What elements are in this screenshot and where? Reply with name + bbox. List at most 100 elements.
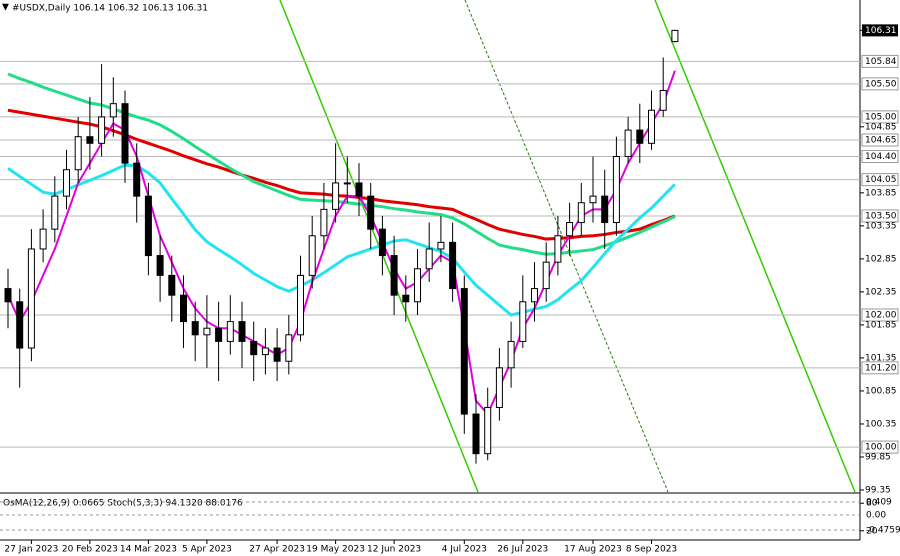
- level-label-box: [861, 110, 899, 124]
- y-tick-label: 105.50: [865, 79, 897, 89]
- candle-body: [589, 195, 597, 204]
- x-tick-label: 12 Jun 2023: [367, 545, 421, 555]
- candle-body: [367, 195, 375, 230]
- candle-body: [27, 248, 35, 349]
- indicator-tick-label: 0.00: [866, 510, 886, 520]
- y-tick-label: 99.85: [865, 452, 891, 462]
- indicator-title: OsMA(12,26,9) 0.0665 Stoch(5,3,3) 94.132…: [3, 499, 243, 509]
- candle-body: [156, 255, 164, 276]
- y-tick-label: 104.85: [865, 122, 897, 132]
- trend-line: [464, 0, 669, 493]
- level-label-box: [861, 77, 899, 91]
- candle-body: [425, 248, 433, 270]
- candle-body: [98, 116, 106, 144]
- candle-body: [74, 136, 82, 171]
- x-tick-label: 19 May 2023: [306, 545, 365, 555]
- candle-body: [168, 274, 176, 296]
- y-tick-label: 100.85: [865, 386, 897, 396]
- candle-body: [215, 327, 223, 342]
- candle-body: [86, 136, 94, 144]
- x-tick-label: 27 Jan 2023: [4, 545, 58, 555]
- y-tick-label: 99.35: [865, 486, 891, 496]
- x-tick-label: 17 Aug 2023: [564, 545, 622, 555]
- y-tick-label: 100.00: [865, 443, 897, 453]
- y-tick-label: 100.35: [865, 419, 897, 429]
- candle-body: [566, 222, 574, 237]
- candle-body: [273, 347, 281, 362]
- chart-title: #USDX,Daily 106.14 106.32 106.13 106.31: [12, 4, 208, 14]
- candle-body: [671, 29, 679, 43]
- level-label-box: [861, 209, 899, 223]
- candle-body: [484, 406, 492, 455]
- moving-average: [7, 72, 676, 256]
- y-tick-label: 106.31: [865, 26, 897, 36]
- x-tick-label: 27 Apr 2023: [249, 545, 305, 555]
- candle-body: [238, 321, 246, 342]
- x-tick-label: 5 Apr 2023: [182, 545, 232, 555]
- candle-body: [109, 103, 117, 118]
- candle-body: [133, 162, 141, 197]
- candle-body: [577, 202, 585, 224]
- y-tick-label: 104.05: [865, 175, 897, 185]
- candle-body: [414, 268, 421, 303]
- candle-body: [495, 367, 503, 408]
- y-tick-label: 103.50: [865, 211, 897, 221]
- candle-body: [250, 340, 258, 356]
- x-tick-label: 4 Jul 2023: [442, 545, 487, 555]
- candle-body: [531, 288, 538, 303]
- y-tick-label: 105.00: [865, 112, 897, 122]
- candle-body: [636, 129, 644, 144]
- candle-body: [601, 195, 609, 224]
- y-tick-label: 102.35: [865, 287, 897, 297]
- indicator-y2-tick-label: 20: [866, 526, 878, 536]
- candle-body: [507, 340, 515, 369]
- candle-body: [16, 301, 24, 349]
- candle-body: [39, 228, 47, 250]
- y-tick-label: 104.40: [865, 152, 897, 162]
- candle-body: [554, 235, 562, 263]
- candle-body: [449, 241, 457, 290]
- indicator-y2-tick-label: 80: [866, 499, 878, 509]
- candle-body: [542, 261, 550, 290]
- level-label-box: [861, 361, 899, 375]
- candle-body: [203, 327, 211, 336]
- y-tick-label: 101.85: [865, 320, 897, 330]
- candle-body: [402, 294, 410, 303]
- candle-body: [320, 208, 328, 237]
- y-tick-label: 102.00: [865, 311, 897, 321]
- x-tick-label: 14 Mar 2023: [120, 545, 177, 555]
- candle-body: [332, 182, 340, 210]
- candle-body: [63, 169, 70, 197]
- y-tick-label: 105.84: [865, 57, 897, 67]
- moving-average: [7, 108, 676, 241]
- x-tick-label: 8 Sep 2023: [626, 545, 677, 555]
- menu-arrow[interactable]: ▼: [2, 3, 9, 13]
- level-label-box: [861, 133, 899, 147]
- level-label-box: [861, 173, 899, 187]
- candle-body: [180, 294, 187, 323]
- y-tick-label: 103.35: [865, 221, 897, 231]
- y-tick-label: 102.85: [865, 254, 897, 264]
- candle-body: [390, 255, 398, 296]
- candle-body: [460, 288, 468, 415]
- x-tick-label: 26 Jul 2023: [497, 545, 548, 555]
- moving-average: [7, 70, 676, 416]
- moving-average: [7, 163, 676, 317]
- candle-body: [519, 301, 527, 342]
- candle-body: [261, 347, 269, 356]
- indicator-tick-label: -0.4759: [866, 526, 900, 536]
- candle-body: [51, 195, 59, 230]
- level-label-box: [861, 308, 899, 322]
- y-tick-label: 101.20: [865, 363, 897, 373]
- candle-body: [285, 334, 293, 362]
- level-label-box: [861, 150, 899, 164]
- trend-line: [654, 0, 856, 493]
- indicator-tick-label: 0.409: [866, 498, 892, 508]
- candle-body: [612, 156, 620, 224]
- y-tick-label: 101.35: [865, 353, 897, 363]
- candle-body: [355, 182, 363, 197]
- level-label-box: [861, 54, 899, 68]
- candle-body: [437, 241, 445, 250]
- candle-body: [144, 195, 152, 257]
